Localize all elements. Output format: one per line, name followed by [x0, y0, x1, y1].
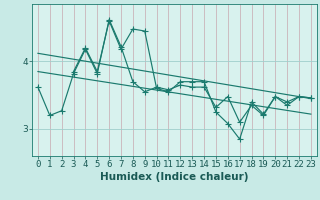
- X-axis label: Humidex (Indice chaleur): Humidex (Indice chaleur): [100, 172, 249, 182]
